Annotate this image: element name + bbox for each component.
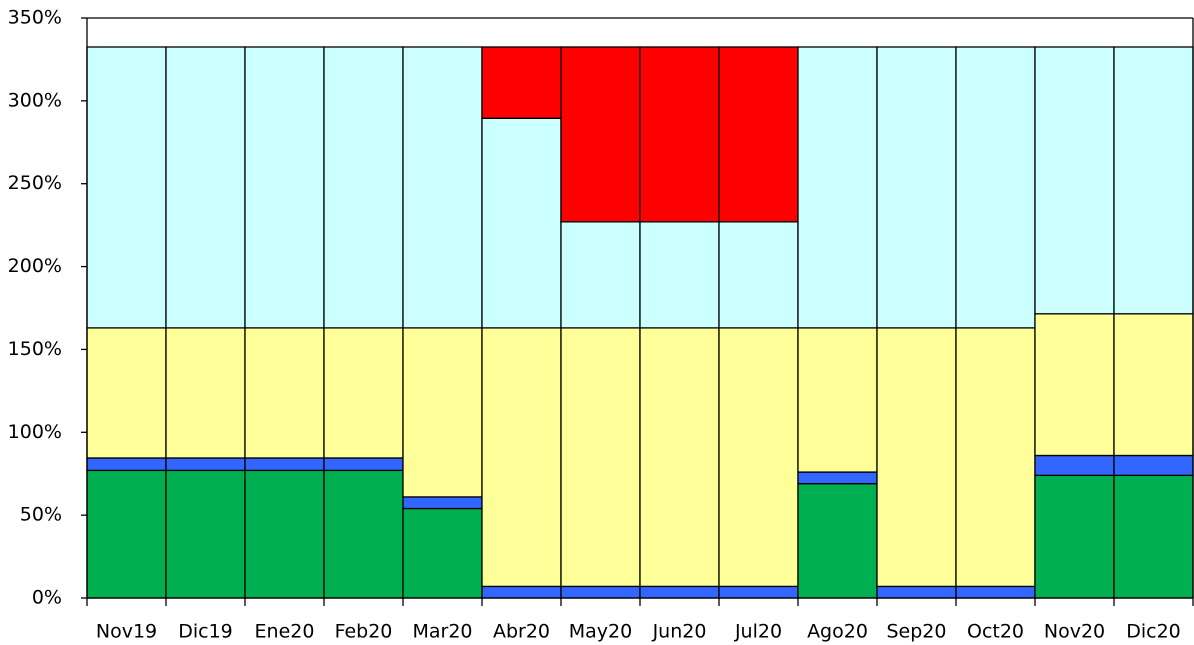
bar-segment [639, 221, 720, 329]
x-tick-label: Nov19 [96, 621, 157, 643]
bar-segment [165, 457, 246, 472]
bar-segment [402, 46, 483, 329]
x-tick-label: Dic20 [1126, 621, 1181, 643]
bar-segment [86, 457, 167, 472]
x-tick-label: May20 [569, 621, 632, 643]
bar-segment [639, 46, 720, 223]
bar-segment [1034, 474, 1115, 599]
bar-segment [244, 457, 325, 472]
bar-segment [955, 327, 1036, 588]
y-tick-label: 200% [8, 255, 62, 277]
y-tick-label: 50% [20, 504, 62, 526]
bar-segment [244, 46, 325, 329]
x-tick-label: Abr20 [493, 621, 550, 643]
bar-segment [323, 327, 404, 459]
y-tick-label: 350% [8, 7, 62, 29]
bar-segment [1034, 46, 1115, 315]
bar-segment [718, 585, 799, 599]
bar-segment [86, 327, 167, 459]
bar-segment [1113, 313, 1194, 457]
x-tick-label: Ago20 [807, 621, 868, 643]
bar-segment [165, 46, 246, 329]
bars [86, 46, 1194, 599]
bar-segment [402, 496, 483, 510]
x-tick-label: Nov20 [1044, 621, 1105, 643]
bar-segment [560, 221, 641, 329]
bar-segment [323, 457, 404, 472]
x-tick-label: Jun20 [652, 621, 707, 643]
bar-segment [481, 585, 562, 599]
bar-segment [560, 585, 641, 599]
bar-segment [876, 585, 957, 599]
x-tick-label: Oct20 [967, 621, 1024, 643]
bar-segment [639, 585, 720, 599]
bar-segment [1113, 454, 1194, 477]
bar-segment [481, 46, 562, 119]
bar-segment [481, 117, 562, 329]
bar-segment [86, 469, 167, 599]
x-tick-label: Sep20 [887, 621, 947, 643]
bar-segment [718, 221, 799, 329]
bar-segment [797, 327, 878, 473]
bar-segment [718, 327, 799, 588]
y-tick-label: 250% [8, 172, 62, 194]
y-tick-label: 0% [32, 587, 62, 609]
bar-segment [244, 469, 325, 599]
x-tick-label: Feb20 [335, 621, 393, 643]
bar-segment [797, 471, 878, 485]
bar-segment [1034, 454, 1115, 477]
y-tick-label: 150% [8, 338, 62, 360]
y-tick-label: 300% [8, 89, 62, 111]
bar-segment [1113, 46, 1194, 315]
bar-segment [797, 46, 878, 329]
bar-segment [165, 469, 246, 599]
bar-segment [244, 327, 325, 459]
bar-segment [165, 327, 246, 459]
x-tick-label: Jul20 [734, 621, 782, 643]
x-tick-label: Ene20 [255, 621, 315, 643]
bar-segment [876, 327, 957, 588]
bar-segment [402, 327, 483, 498]
x-tick-label: Dic19 [178, 621, 233, 643]
bar-segment [1113, 474, 1194, 599]
bar-segment [876, 46, 957, 329]
bar-segment [323, 469, 404, 599]
bar-segment [639, 327, 720, 588]
bar-segment [955, 46, 1036, 329]
bar-segment [797, 483, 878, 599]
bar-segment [560, 327, 641, 588]
bar-segment [323, 46, 404, 329]
x-tick-label: Mar20 [412, 621, 472, 643]
bar-segment [86, 46, 167, 329]
y-tick-label: 100% [8, 421, 62, 443]
bar-segment [718, 46, 799, 223]
bar-segment [955, 585, 1036, 599]
bar-segment [560, 46, 641, 223]
bar-segment [1034, 313, 1115, 457]
bar-segment [481, 327, 562, 588]
bar-segment [402, 507, 483, 599]
